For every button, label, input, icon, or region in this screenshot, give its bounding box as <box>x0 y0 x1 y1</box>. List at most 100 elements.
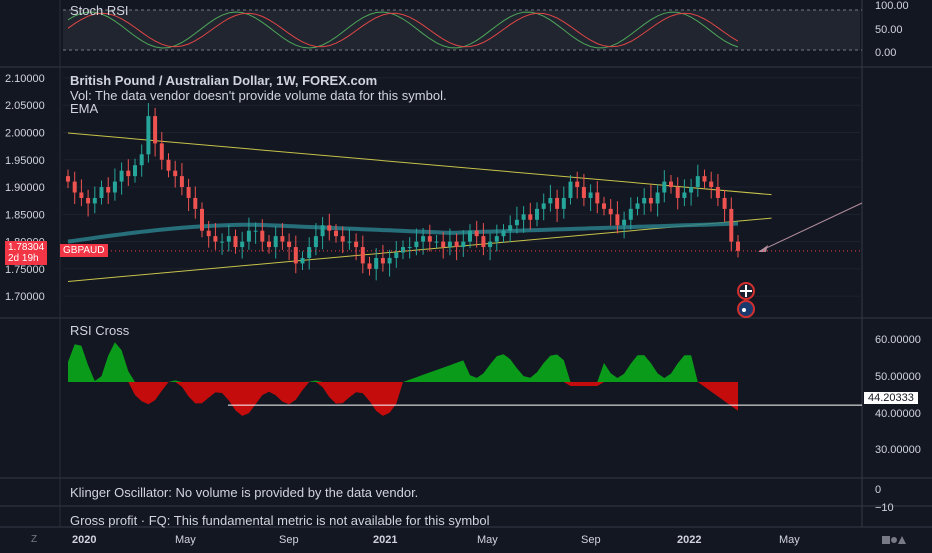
candle-body <box>608 208 613 215</box>
tradingview-logo-svg <box>882 536 906 544</box>
candle-body <box>300 257 305 264</box>
gb-flag-cross <box>740 285 752 297</box>
price-badge: 1.78304 2d 19h <box>5 241 48 265</box>
candle-body <box>675 187 680 198</box>
candle-body <box>354 241 359 248</box>
candle-body <box>602 203 606 209</box>
candle-body <box>474 230 479 237</box>
stoch-band <box>63 10 860 50</box>
stoch-tick-50: 50.00 <box>875 24 903 36</box>
candle-body <box>260 230 265 242</box>
candle-body <box>501 230 506 237</box>
candle-body <box>535 208 539 220</box>
candle-body <box>447 241 452 248</box>
candle-body <box>106 187 111 193</box>
candle-body <box>555 197 560 209</box>
candle-body <box>541 203 546 209</box>
stoch-d-line <box>67 12 739 48</box>
candle-body <box>581 187 586 198</box>
candle-body <box>246 230 251 242</box>
price-tick-label: 1.70000 <box>5 291 45 303</box>
candle-body <box>293 247 298 264</box>
candle-body <box>401 247 405 253</box>
candle-body <box>494 236 499 242</box>
candle-body <box>166 159 171 171</box>
price-value: 1.78304 <box>8 242 45 253</box>
klinger-tick-minus10: −10 <box>875 502 894 514</box>
candle-body <box>99 187 104 198</box>
price-tick-label: 1.95000 <box>5 155 45 167</box>
candle-body <box>347 241 352 243</box>
candle-body <box>468 230 472 242</box>
candle-body <box>112 181 117 193</box>
candle-body <box>454 241 459 248</box>
candle-body <box>186 187 191 198</box>
rsi-cross-label: RSI Cross <box>70 323 130 338</box>
candle-body <box>394 252 399 258</box>
candle-body <box>481 236 486 248</box>
price-tick-label: 2.05000 <box>5 100 45 112</box>
candle-body <box>139 154 144 166</box>
candle-body <box>92 197 97 204</box>
price-tick-label: 1.90000 <box>5 182 45 194</box>
candle-body <box>689 187 694 193</box>
klinger-note: Klinger Oscillator: No volume is provide… <box>70 485 419 500</box>
candle-body <box>421 236 426 242</box>
price-pane[interactable] <box>63 77 863 318</box>
candle-body <box>79 192 84 198</box>
candle-body <box>206 230 211 237</box>
candle-body <box>240 241 245 248</box>
candle-body <box>622 219 627 226</box>
candle-body <box>280 236 285 242</box>
candle-body <box>146 116 151 155</box>
time-label-2020: 2020 <box>72 534 97 546</box>
candle-body <box>695 176 700 188</box>
candle-body <box>220 241 225 243</box>
candle-body <box>267 241 271 248</box>
candle-body <box>374 257 379 269</box>
ema-line <box>67 221 739 244</box>
candle-body <box>595 192 600 204</box>
candle-body <box>360 247 365 264</box>
candle-body <box>628 208 633 220</box>
candle-body <box>273 236 278 248</box>
candle-body <box>340 236 345 242</box>
candle-body <box>66 176 70 182</box>
candle-body <box>682 192 687 198</box>
z-reset-icon[interactable]: Z <box>31 534 38 545</box>
projection-arrow-line <box>759 202 863 252</box>
rsi-current-badge: 44.20333 <box>864 392 918 404</box>
candle-body <box>367 263 372 269</box>
rsi-below-area <box>68 382 738 416</box>
rsi-cross-pane[interactable] <box>68 342 862 416</box>
candle-body <box>253 230 258 232</box>
candle-body <box>521 214 526 220</box>
candle-body <box>119 170 124 182</box>
candle-body <box>287 241 292 248</box>
candle-body <box>133 165 137 177</box>
candle-body <box>387 257 392 264</box>
stoch-rsi-pane[interactable] <box>63 9 862 51</box>
price-tick-label: 2.00000 <box>5 127 45 139</box>
candle-body <box>514 219 519 226</box>
rsi-tick-60: 60.00000 <box>875 334 921 346</box>
au-flag-icon <box>737 300 755 318</box>
candle-body <box>635 203 640 209</box>
trendline-upper <box>67 132 772 196</box>
rsi-tick-50: 50.00000 <box>875 371 921 383</box>
chart-title: British Pound / Australian Dollar, 1W, F… <box>70 73 378 88</box>
candle-body <box>441 241 446 248</box>
time-label-may-2022: May <box>779 534 800 546</box>
candle-body <box>200 208 204 231</box>
trendline-lower <box>67 217 772 282</box>
gross-profit-note: Gross profit · FQ: This fundamental metr… <box>70 513 490 528</box>
candle-body <box>86 197 91 204</box>
candle-body <box>427 236 432 242</box>
time-label-2022: 2022 <box>677 534 702 546</box>
candle-body <box>642 197 647 204</box>
candle-body <box>159 143 164 160</box>
tradingview-logo-icon[interactable] <box>880 532 910 548</box>
stoch-tick-100: 100.00 <box>875 0 909 12</box>
candle-body <box>173 170 178 177</box>
candle-body <box>407 247 412 249</box>
